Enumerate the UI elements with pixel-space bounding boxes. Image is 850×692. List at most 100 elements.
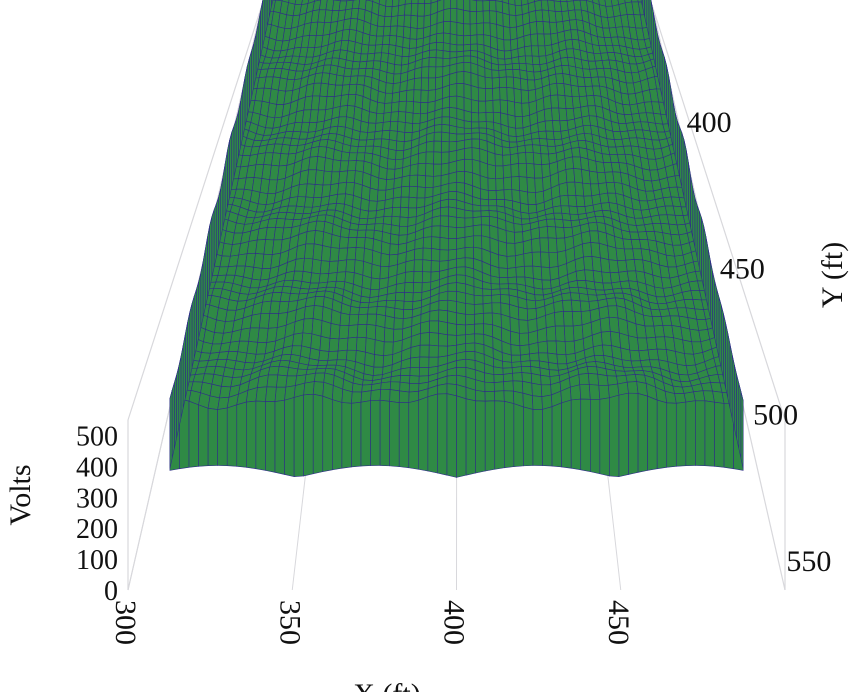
surface-cell — [480, 216, 490, 226]
surface-cell — [436, 21, 444, 35]
surface-cell — [465, 303, 475, 315]
surface-cell — [518, 162, 528, 178]
surface-cell — [332, 148, 343, 162]
surface-cell — [315, 290, 326, 297]
surface-cell — [448, 171, 458, 184]
surface-cell — [347, 160, 357, 172]
surface-skirt-left — [193, 289, 197, 359]
surface-cell — [502, 164, 512, 179]
surface-cell — [419, 344, 430, 358]
surface-cell — [578, 292, 590, 302]
surface-cell — [377, 3, 386, 18]
surface-cell — [449, 83, 458, 97]
surface-cell — [408, 383, 420, 393]
surface-cell — [511, 366, 523, 374]
surface-cell — [507, 114, 516, 129]
surface-cell — [480, 210, 490, 217]
surface-skirt-front — [532, 409, 543, 466]
surface-cell — [456, 71, 465, 85]
surface-cell — [456, 158, 465, 173]
surface-cell — [471, 132, 480, 140]
surface-cell — [367, 306, 378, 315]
surface-skirt-right — [703, 226, 707, 298]
surface-cell — [529, 352, 540, 362]
surface-cell — [360, 108, 370, 124]
surface-cell — [294, 257, 305, 272]
surface-cell — [528, 10, 537, 24]
y-tick-label: 400 — [687, 106, 732, 139]
surface-cell — [499, 99, 509, 115]
surface-cell — [382, 215, 393, 226]
surface-cell — [310, 333, 322, 351]
surface-cell — [338, 170, 348, 184]
surface-cell — [473, 303, 484, 315]
surface-cell — [548, 251, 559, 268]
surface-skirt-front — [647, 395, 658, 471]
surface-cell — [552, 120, 562, 132]
surface-cell — [374, 44, 383, 54]
surface-cell — [476, 10, 484, 24]
surface-cell — [520, 353, 531, 362]
surface-cell — [584, 269, 595, 283]
surface-cell — [530, 33, 539, 47]
surface-cell — [485, 111, 494, 123]
surface-cell — [437, 345, 448, 358]
surface-cell — [313, 372, 326, 383]
surface-skirt-front — [580, 398, 591, 473]
y-tick-label: 500 — [753, 399, 798, 432]
surface-cell — [606, 375, 619, 386]
surface-cell — [450, 0, 458, 10]
surface-cell — [339, 160, 349, 172]
surface-cell — [509, 26, 518, 41]
surface-skirt-right — [683, 139, 687, 208]
surface-cell — [598, 305, 610, 320]
surface-cell — [498, 267, 509, 278]
surface-cell — [301, 332, 313, 349]
surface-cell — [469, 23, 478, 36]
surface-cell — [503, 380, 514, 392]
surface-skirt-left — [240, 89, 244, 148]
surface-cell — [348, 229, 359, 238]
surface-cell — [403, 300, 414, 311]
surface-cell — [508, 3, 517, 16]
surface-cell — [555, 226, 566, 239]
surface-cell — [524, 265, 534, 279]
surface-cell — [431, 236, 441, 250]
surface-cell — [346, 105, 356, 119]
surface-cell — [384, 315, 395, 330]
surface-skirt-front — [437, 393, 448, 476]
surface-cell — [470, 43, 478, 52]
surface-cell — [531, 237, 541, 253]
surface-cell — [373, 138, 383, 148]
surface-cell — [493, 374, 504, 383]
surface-skirt-front — [446, 393, 457, 478]
surface-cell — [510, 330, 521, 347]
surface-cell — [354, 247, 365, 262]
surface-cell — [532, 144, 542, 154]
surface-cell — [531, 382, 543, 397]
surface-cell — [499, 87, 508, 101]
surface-cell — [429, 320, 439, 334]
surface-cell — [358, 131, 368, 141]
surface-cell — [456, 170, 465, 184]
surface-cell — [419, 356, 430, 368]
surface-cell — [337, 247, 349, 262]
surface-skirt-left — [227, 140, 230, 208]
surface-cell — [456, 216, 466, 228]
surface-cell — [511, 62, 521, 71]
surface-cell — [472, 216, 482, 227]
surface-cell — [373, 130, 383, 140]
surface-cell — [606, 297, 618, 307]
surface-cell — [265, 386, 277, 402]
surface-cell — [319, 260, 331, 275]
surface-cell — [574, 256, 585, 272]
surface-cell — [397, 121, 406, 133]
surface-cell — [435, 57, 444, 68]
surface-cell — [626, 381, 639, 394]
surface-skirt-front — [341, 402, 352, 469]
surface-skirt-left — [180, 345, 184, 419]
surface-cell — [393, 64, 402, 75]
surface-cell — [340, 151, 351, 162]
surface-cell — [400, 185, 410, 198]
surface-cell — [433, 163, 442, 177]
